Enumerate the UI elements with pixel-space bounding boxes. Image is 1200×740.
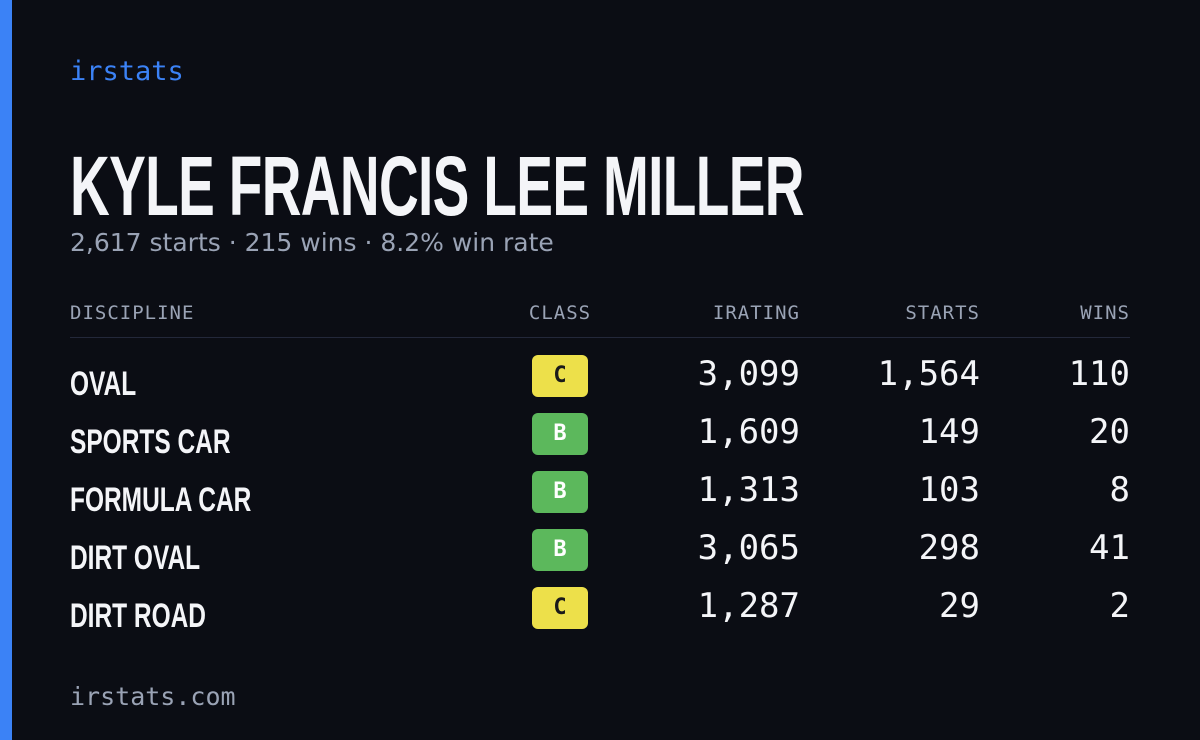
column-header: DISCIPLINE [70, 302, 195, 324]
class-badge: C [532, 587, 588, 629]
column-header: IRATING [712, 302, 800, 324]
wins-value: 2 [1109, 586, 1130, 626]
column-header: CLASS [528, 302, 592, 324]
class-badge: B [532, 413, 588, 455]
wins-value: 110 [1068, 354, 1130, 394]
header-rule [70, 337, 1130, 338]
irating-value: 1,609 [697, 412, 800, 452]
wins-value: 8 [1109, 470, 1130, 510]
discipline: DIRT ROAD [70, 597, 207, 635]
wins-value: 20 [1089, 412, 1130, 452]
column-header: STARTS [905, 302, 980, 324]
wins-value: 41 [1089, 528, 1130, 568]
discipline: FORMULA CAR [70, 481, 252, 519]
driver-name: KYLE FRANCIS LEE MILLER [70, 139, 804, 233]
column-header: WINS [1080, 302, 1130, 324]
starts-value: 149 [918, 412, 980, 452]
discipline: OVAL [70, 365, 137, 403]
discipline: DIRT OVAL [70, 539, 201, 577]
discipline: SPORTS CAR [70, 423, 231, 461]
class-badge: B [532, 471, 588, 513]
class-badge: C [532, 355, 588, 397]
starts-value: 1,564 [877, 354, 980, 394]
irating-value: 1,287 [697, 586, 800, 626]
starts-value: 298 [918, 528, 980, 568]
footer-site: irstats.com [70, 682, 236, 711]
irating-value: 3,065 [697, 528, 800, 568]
accent-bar [0, 0, 12, 740]
irating-value: 1,313 [697, 470, 800, 510]
class-badge: B [532, 529, 588, 571]
irating-value: 3,099 [697, 354, 800, 394]
starts-value: 29 [939, 586, 980, 626]
summary: 2,617 starts · 215 wins · 8.2% win rate [70, 228, 554, 257]
brand: irstats [70, 56, 184, 87]
starts-value: 103 [918, 470, 980, 510]
